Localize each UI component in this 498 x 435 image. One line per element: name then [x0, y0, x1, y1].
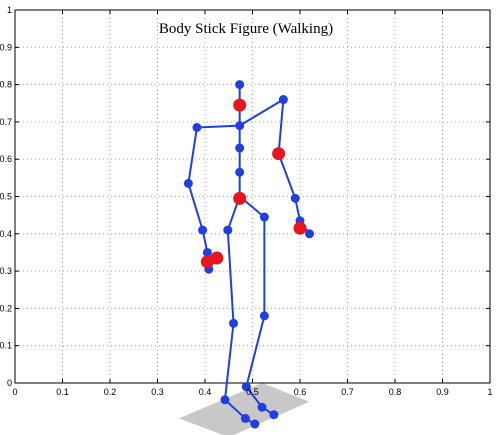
- joint-left-wrist: [290, 193, 300, 203]
- y-tick-label: 0.9: [0, 42, 12, 52]
- joint-right-knee: [229, 318, 238, 328]
- red-marker: [233, 191, 247, 205]
- bone-right-elbow-to-right-wrist: [187, 183, 204, 231]
- bone-right-knee-to-right-ankle: [223, 323, 235, 400]
- joint-spine-upper: [235, 143, 245, 153]
- x-tick-label: 0: [12, 387, 17, 397]
- y-tick-label: 1: [7, 5, 12, 15]
- y-tick-label: 0: [7, 378, 12, 388]
- joint-left-ankle: [241, 382, 251, 392]
- joint-left-shoulder: [278, 95, 288, 105]
- joint-right-shoulder: [192, 122, 202, 132]
- y-tick-label: 0.4: [0, 229, 12, 239]
- bone-right-ankle-to-right-heel: [224, 399, 247, 420]
- x-tick-label: 0.4: [199, 387, 212, 397]
- joint-right-hand: [202, 247, 212, 257]
- axes-box: [14, 9, 491, 384]
- y-tick-label: 0.2: [0, 303, 12, 313]
- axes: [14, 9, 491, 384]
- bone-right-shoulder-to-right-elbow: [187, 127, 198, 184]
- x-tick-label: 0.6: [294, 387, 307, 397]
- y-tick-label: 0.5: [0, 192, 12, 202]
- joint-head-top: [235, 80, 245, 90]
- x-tick-label: 1: [487, 387, 492, 397]
- tick-labels: 0 0.1 0.2 0.3 0.4 0.5 0.6 0.7 0.8 0.9 1 0 0.1 0.2 0.3 0…: [0, 5, 493, 397]
- x-tick-label: 0.7: [341, 387, 354, 397]
- joint-left-hand-tip: [305, 229, 314, 239]
- red-marker: [200, 255, 214, 269]
- x-tick-label: 0.5: [246, 387, 259, 397]
- floor-plane: [178, 383, 310, 435]
- joint-left-heel: [257, 402, 267, 412]
- y-tick-label: 0.8: [0, 80, 12, 90]
- x-tick-label: 0.1: [56, 387, 69, 397]
- bone-left-knee-to-left-ankle: [245, 315, 266, 387]
- joint-right-elbow: [183, 178, 193, 188]
- y-tick-label: 0.6: [0, 154, 12, 164]
- bone-left-elbow-to-left-wrist: [277, 153, 297, 199]
- joint-right-wrist: [198, 225, 208, 235]
- bone-neck-to-left-shoulder: [239, 98, 284, 127]
- red-marker: [272, 147, 286, 161]
- joint-left-toe: [269, 410, 279, 420]
- x-tick-label: 0.9: [436, 387, 449, 397]
- bone-right-hip-to-right-knee: [226, 230, 235, 324]
- chart-title: Body Stick Figure (Walking): [159, 21, 333, 37]
- markers-layer: [200, 98, 307, 269]
- x-tick-label: 0.2: [104, 387, 117, 397]
- grid: [15, 10, 490, 383]
- joint-left-knee: [259, 311, 269, 321]
- x-tick-label: 0.3: [151, 387, 164, 397]
- floor-layer: [178, 383, 310, 435]
- joint-neck: [235, 121, 245, 131]
- joint-right-ankle: [220, 395, 230, 405]
- joint-right-heel: [240, 413, 250, 423]
- red-marker: [233, 98, 247, 112]
- y-tick-label: 0.1: [0, 341, 12, 351]
- y-tick-label: 0.7: [0, 117, 12, 127]
- bone-left-shoulder-to-left-elbow: [277, 99, 285, 154]
- joint-spine-mid: [235, 167, 245, 177]
- joint-right-hip: [223, 225, 233, 235]
- y-tick-label: 0.3: [0, 266, 12, 276]
- red-marker: [293, 221, 307, 235]
- x-tick-label: 0.8: [389, 387, 402, 397]
- joint-right-toe: [250, 419, 260, 429]
- bone-neck-to-right-shoulder: [196, 124, 240, 129]
- joint-left-hip: [259, 212, 269, 222]
